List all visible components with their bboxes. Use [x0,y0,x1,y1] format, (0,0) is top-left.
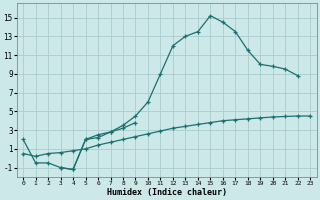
X-axis label: Humidex (Indice chaleur): Humidex (Indice chaleur) [107,188,227,197]
